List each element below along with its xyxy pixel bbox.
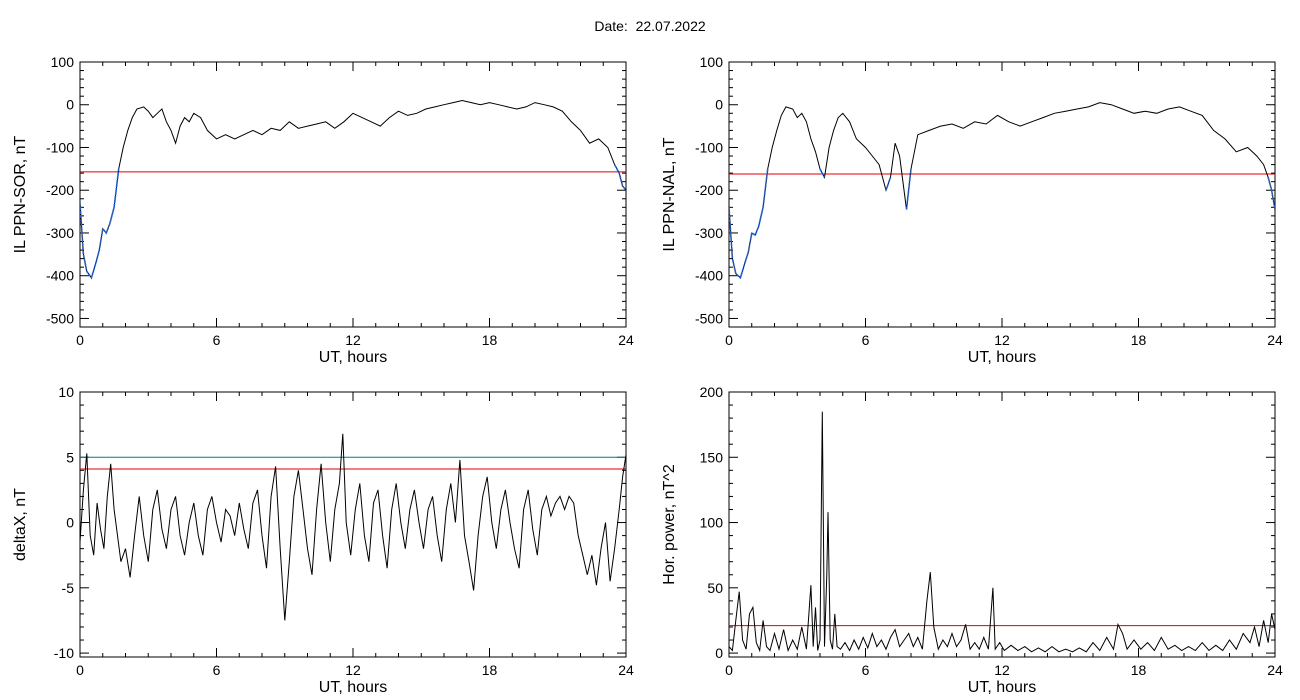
chart-power: 0 6 12 18 24 200 150 100 50 0 UT, hours Hor. power,… [661,384,1283,696]
date-value: 22.07.2022 [635,18,706,34]
y-tick-label: 5 [66,449,74,465]
y-tick-label: 200 [700,384,724,400]
x-tick-label: 24 [618,662,634,678]
y-tick-label: 0 [715,645,723,661]
x-tick-label: 24 [618,332,634,348]
page-title: Date: 22.07.2022 [0,18,1300,34]
below-threshold-segment [80,168,120,280]
y-tick-label: 10 [58,384,74,400]
y-tick-label: -500 [695,310,723,326]
y-axis-label: Hor. power, nT^2 [661,464,678,585]
x-tick-label: 12 [994,332,1010,348]
y-axis-label: IL PPN-SOR, nT [12,135,29,253]
y-axis-label: IL PPN-NAL, nT [661,137,678,251]
series-line [729,102,1275,279]
y-tick-label: -100 [46,139,74,155]
below-threshold-segment [729,168,769,280]
x-tick-label: 18 [482,332,498,348]
x-tick-label: 24 [1267,662,1283,678]
y-tick-label: 100 [700,54,724,70]
y-tick-label: -200 [695,182,723,198]
y-tick-label: -10 [54,645,74,661]
y-tick-label: -100 [695,139,723,155]
plot-frame [728,391,1276,658]
below-threshold-segment [819,168,826,178]
x-tick-label: 0 [725,662,733,678]
chart-sor: 0 6 12 18 24 100 0 -100 -200 -300 -400 -500 UT, hour… [12,54,634,366]
x-axis-label: UT, hours [968,349,1036,366]
below-threshold-segment [885,177,892,191]
series-line [80,99,626,279]
plot-frame [728,61,1276,328]
x-tick-label: 12 [345,332,361,348]
x-tick-label: 12 [994,662,1010,678]
x-tick-label: 18 [482,662,498,678]
series-line [729,411,1275,653]
below-threshold-segment [1267,177,1275,210]
x-axis-label: UT, hours [968,679,1036,696]
series-line [80,433,626,621]
plot-frame [79,61,627,328]
y-tick-label: 0 [66,97,74,113]
y-tick-label: 0 [66,515,74,531]
x-axis-label: UT, hours [319,349,387,366]
y-axis-label: deltaX, nT [12,488,29,561]
chart-nal: 0 6 12 18 24 100 0 -100 -200 -300 -400 -500 UT, hour… [661,54,1283,366]
y-tick-label: -200 [46,182,74,198]
x-axis-label: UT, hours [319,679,387,696]
chart-deltax: 0 6 12 18 24 10 5 0 -5 -10 UT, hours deltaX, nT [12,384,634,696]
plot-frame [79,391,627,658]
x-tick-label: 0 [725,332,733,348]
x-tick-label: 12 [345,662,361,678]
x-tick-label: 0 [76,332,84,348]
x-tick-label: 6 [862,662,870,678]
date-label: Date: [594,18,628,34]
x-tick-label: 0 [76,662,84,678]
x-tick-label: 6 [213,332,221,348]
y-tick-label: 50 [707,580,723,596]
y-tick-label: -300 [46,225,74,241]
below-threshold-segment [905,168,912,210]
y-tick-label: 0 [715,97,723,113]
x-tick-label: 6 [862,332,870,348]
y-tick-label: 100 [51,54,75,70]
y-tick-label: -400 [695,268,723,284]
y-tick-label: -500 [46,310,74,326]
y-tick-label: -300 [695,225,723,241]
x-tick-label: 6 [213,662,221,678]
y-tick-label: 150 [700,449,724,465]
y-tick-label: 100 [700,515,724,531]
x-tick-label: 24 [1267,332,1283,348]
y-tick-label: -5 [62,580,75,596]
x-tick-label: 18 [1131,662,1147,678]
y-tick-label: -400 [46,268,74,284]
x-tick-label: 18 [1131,332,1147,348]
below-threshold-segment [613,164,626,191]
